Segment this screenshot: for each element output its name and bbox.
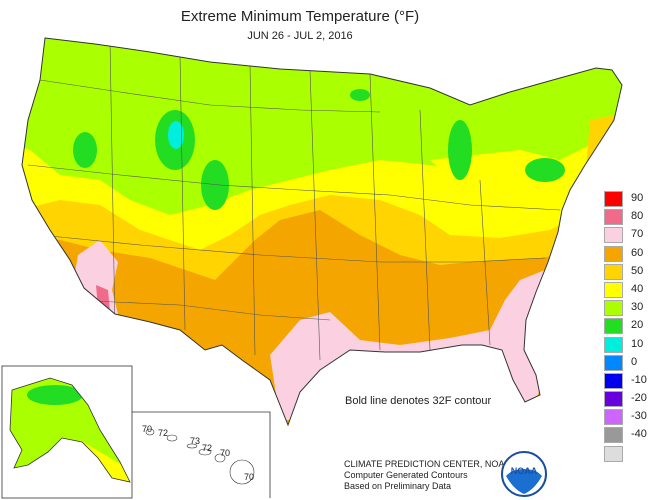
cyan-patch <box>168 121 184 149</box>
hawaii-label: 72 <box>158 428 168 438</box>
legend-swatch <box>604 245 623 262</box>
legend-row: -30 <box>604 408 657 426</box>
legend-row: 50 <box>604 263 657 281</box>
legend-label: 0 <box>631 355 638 368</box>
legend-row: 30 <box>604 299 657 317</box>
green-patch-5 <box>448 120 472 180</box>
legend-row: 90 <box>604 190 657 208</box>
legend-label: -30 <box>631 410 647 423</box>
legend-label: 70 <box>631 228 644 241</box>
legend-label: 50 <box>631 264 644 277</box>
legend-swatch <box>604 391 623 408</box>
legend-row: 0 <box>604 354 657 372</box>
green-patch-2 <box>201 160 229 210</box>
legend-label: 30 <box>631 301 644 314</box>
legend-swatch <box>604 227 623 244</box>
legend-label: 90 <box>631 192 644 204</box>
green-patch-3 <box>73 132 97 168</box>
legend-label: 40 <box>631 282 644 295</box>
legend-swatch <box>604 354 623 371</box>
legend-swatch <box>604 409 623 426</box>
hawaii-label: 70 <box>220 448 230 458</box>
legend-row: -10 <box>604 372 657 390</box>
conus-outline <box>21 37 623 427</box>
green-patch-4 <box>350 89 370 101</box>
legend-row: 40 <box>604 281 657 299</box>
legend-label: -10 <box>631 373 647 386</box>
map-title: Extreme Minimum Temperature (°F) <box>180 8 420 25</box>
legend-row: -40 <box>604 426 657 444</box>
color-legend: 90 80 70 60 50 40 30 20 10 0 -10 -20 -30… <box>604 190 657 463</box>
legend-label: -20 <box>631 392 647 405</box>
legend-label: -40 <box>631 428 647 441</box>
map-subtitle: JUN 26 - JUL 2, 2016 <box>247 30 353 42</box>
hawaii-inset-frame <box>132 411 271 498</box>
credit-block: CLIMATE PREDICTION CENTER, NOAA Computer… <box>344 459 510 492</box>
legend-swatch <box>604 427 623 444</box>
legend-row: 60 <box>604 245 657 263</box>
credit-line: Based on Preliminary Data <box>344 481 452 491</box>
state-boundaries <box>27 39 561 361</box>
noaa-logo-text: NOAA <box>511 466 538 476</box>
credit-line: Computer Generated Contours <box>344 470 468 480</box>
legend-row: -20 <box>604 390 657 408</box>
legend-swatch <box>604 300 623 317</box>
legend-label: 60 <box>631 246 644 259</box>
legend-swatch <box>604 318 623 335</box>
hawaii-label: 70 <box>244 472 254 482</box>
hawaii-label: 72 <box>202 443 212 453</box>
legend-swatch <box>604 336 623 353</box>
noaa-logo: NOAA <box>501 451 547 497</box>
legend-swatch <box>604 209 623 226</box>
legend-swatch <box>604 445 623 462</box>
green-patch-6 <box>525 158 565 182</box>
legend-row: 80 <box>604 208 657 226</box>
hawaii-contour-labels: 70 72 73 72 70 70 <box>142 424 254 482</box>
legend-row <box>604 445 657 463</box>
legend-row: 20 <box>604 317 657 335</box>
legend-swatch <box>604 191 623 207</box>
legend-label: 20 <box>631 319 644 332</box>
legend-row: 70 <box>604 226 657 244</box>
hawaii-label: 70 <box>142 424 152 434</box>
legend-label: 10 <box>631 337 644 350</box>
hawaii-label: 73 <box>190 436 200 446</box>
hawaii-islands <box>145 428 255 485</box>
alaska-outline <box>9 377 131 483</box>
legend-row: 10 <box>604 336 657 354</box>
legend-swatch <box>604 372 623 389</box>
contour-note: Bold line denotes 32F contour <box>345 395 492 407</box>
legend-swatch <box>604 263 623 280</box>
credit-line: CLIMATE PREDICTION CENTER, NOAA <box>344 459 511 469</box>
legend-label: 80 <box>631 210 644 223</box>
legend-swatch <box>604 281 623 298</box>
